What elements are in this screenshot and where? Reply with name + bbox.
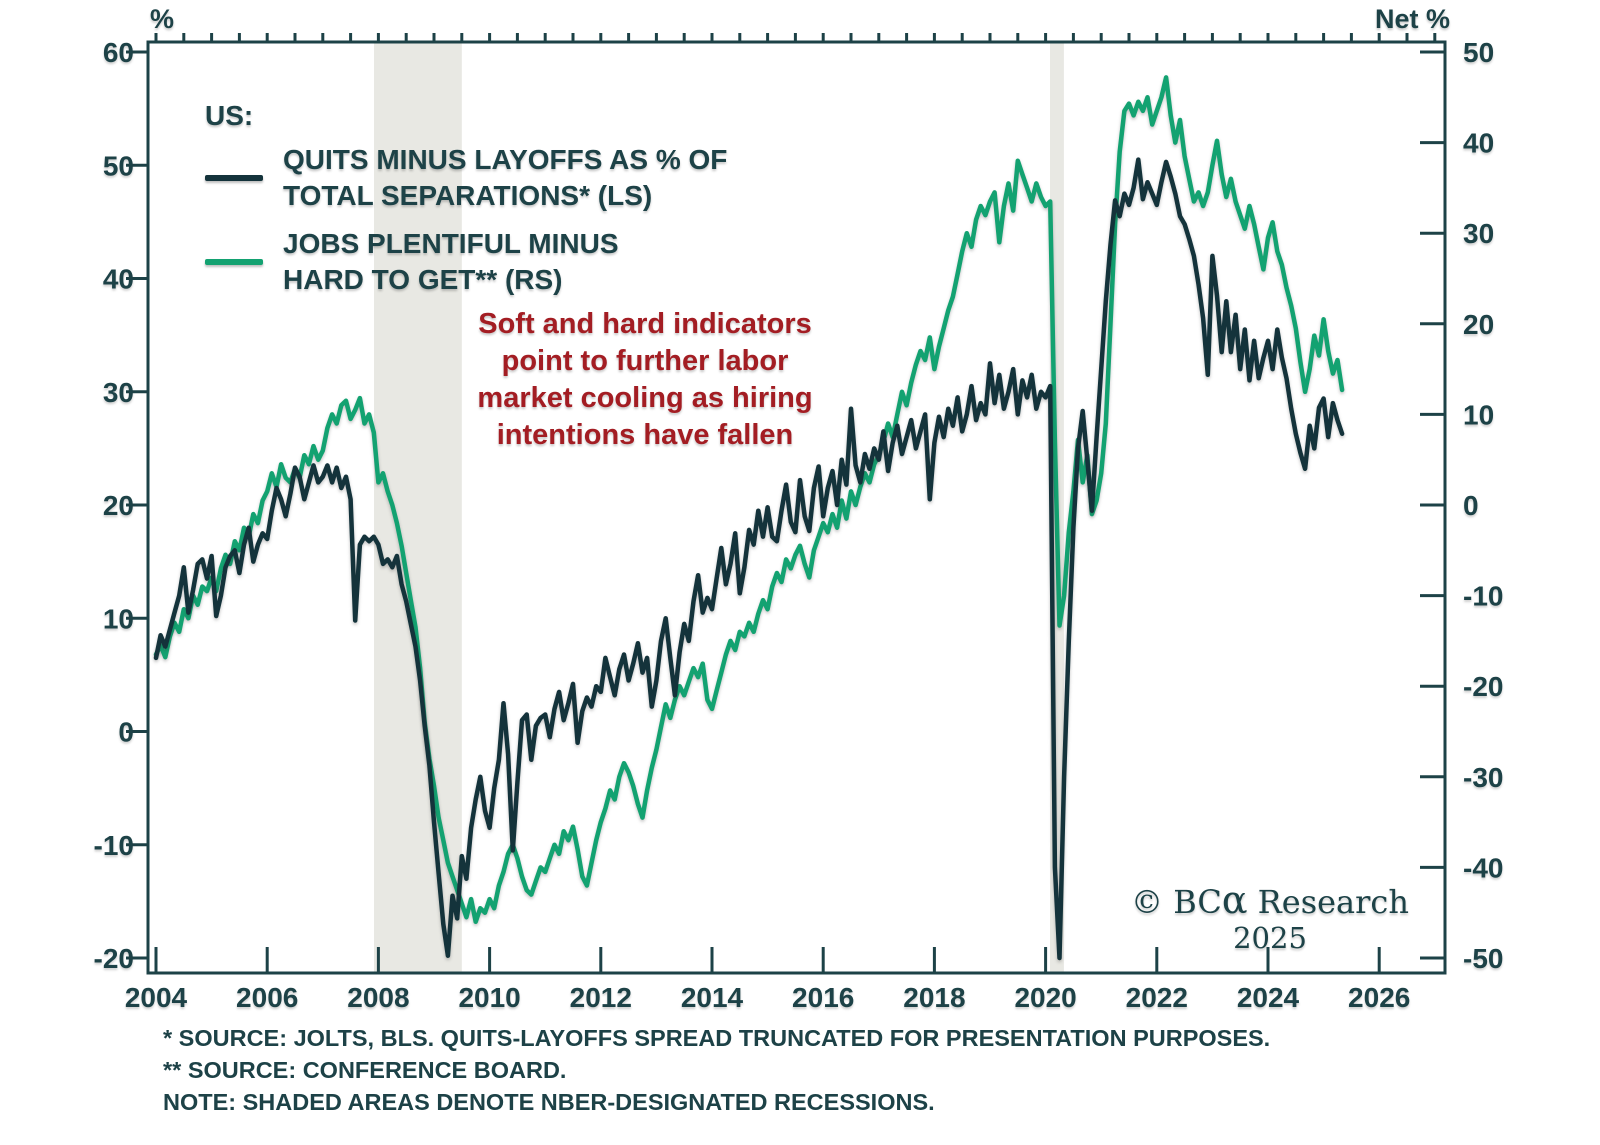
bca-alpha-logo-glyph: α [1221, 878, 1248, 922]
right-axis-unit-label: Net % [1374, 4, 1450, 34]
copyright-notice: © BCα Research 2025 [1110, 881, 1430, 955]
right-tick-label: 50 [1463, 37, 1494, 68]
quits-line-swatch [205, 175, 263, 181]
legend-item-quits-label: QUITS MINUS LAYOFFS AS % OF TOTAL SEPARA… [283, 144, 728, 211]
legend: US: QUITS MINUS LAYOFFS AS % OF TOTAL SE… [205, 100, 727, 310]
left-tick-label: 60 [103, 37, 134, 68]
x-tick-label: 2006 [236, 982, 298, 1013]
footnotes: * SOURCE: JOLTS, BLS. QUITS-LAYOFFS SPRE… [163, 1022, 1270, 1118]
legend-item-jobs: JOBS PLENTIFUL MINUS HARD TO GET** (RS) [205, 226, 727, 298]
left-tick-label: 40 [103, 264, 134, 295]
left-tick-label: 10 [103, 603, 134, 634]
left-tick-label: -10 [94, 830, 134, 861]
right-tick-label: 30 [1463, 218, 1494, 249]
x-tick-label: 2026 [1348, 982, 1410, 1013]
right-tick-label: 20 [1463, 309, 1494, 340]
right-tick-label: 10 [1463, 399, 1494, 430]
right-tick-label: -50 [1463, 943, 1503, 974]
right-tick-label: -40 [1463, 852, 1503, 883]
x-tick-label: 2022 [1126, 982, 1188, 1013]
footnote-recessions: NOTE: SHADED AREAS DENOTE NBER-DESIGNATE… [163, 1089, 935, 1115]
copyright-suffix: Research [1247, 883, 1409, 921]
right-tick-label: -30 [1463, 762, 1503, 793]
jobs-line-swatch [205, 259, 263, 265]
left-tick-label: -20 [94, 943, 134, 974]
copyright-prefix: © BC [1131, 883, 1222, 921]
x-tick-label: 2008 [347, 982, 409, 1013]
right-tick-label: 0 [1463, 490, 1479, 521]
legend-title: US: [205, 100, 254, 131]
x-tick-label: 2010 [458, 982, 520, 1013]
x-tick-label: 2024 [1237, 982, 1300, 1013]
x-tick-label: 2012 [570, 982, 632, 1013]
series-line-jobs-plentiful [153, 75, 1345, 925]
legend-item-jobs-label: JOBS PLENTIFUL MINUS HARD TO GET** (RS) [283, 228, 619, 295]
recession-band-0 [374, 42, 462, 973]
x-tick-label: 2018 [903, 982, 965, 1013]
left-tick-label: 30 [103, 377, 134, 408]
legend-item-quits: QUITS MINUS LAYOFFS AS % OF TOTAL SEPARA… [205, 142, 727, 214]
x-tick-label: 2004 [125, 982, 188, 1013]
right-tick-label: -10 [1463, 581, 1503, 612]
x-tick-label: 2020 [1014, 982, 1076, 1013]
x-tick-label: 2014 [681, 982, 744, 1013]
series-line-quits-minus-layoffs [153, 157, 1345, 961]
footnote-source-jolts: * SOURCE: JOLTS, BLS. QUITS-LAYOFFS SPRE… [163, 1025, 1271, 1051]
left-axis-unit-label: % [150, 4, 175, 34]
footnote-source-conference-board: ** SOURCE: CONFERENCE BOARD. [163, 1057, 567, 1083]
x-tick-label: 2016 [792, 982, 854, 1013]
copyright-year: 2025 [1233, 921, 1307, 955]
annotation-text: Soft and hard indicators point to furthe… [477, 308, 813, 451]
left-tick-label: 0 [118, 717, 134, 748]
right-tick-label: 40 [1463, 128, 1494, 159]
left-tick-label: 50 [103, 150, 134, 181]
left-tick-label: 20 [103, 490, 134, 521]
right-tick-label: -20 [1463, 671, 1503, 702]
